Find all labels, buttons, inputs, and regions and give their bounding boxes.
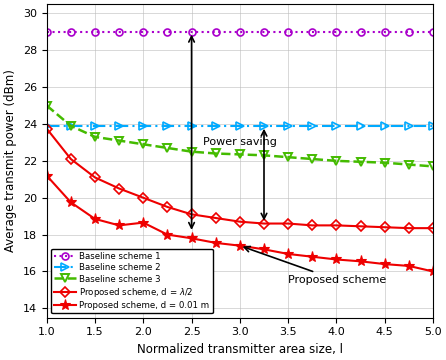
Baseline scheme 2 [382,124,388,128]
Baseline scheme 1 [310,30,315,34]
Baseline scheme 1 [189,30,194,34]
Proposed scheme, d = 0.01 m [140,220,146,225]
Baseline scheme 1 [261,30,267,34]
Proposed scheme, d = $\lambda$/2 [92,175,98,180]
Proposed scheme, d = 0.01 m [44,174,50,178]
Proposed scheme, d = $\lambda$/2 [237,220,243,224]
Line: Proposed scheme, d = $\lambda$/2: Proposed scheme, d = $\lambda$/2 [43,125,437,231]
Baseline scheme 3 [189,149,194,154]
Proposed scheme, d = $\lambda$/2 [382,225,388,229]
Baseline scheme 2 [44,124,50,128]
Proposed scheme, d = 0.01 m [237,243,243,248]
Baseline scheme 1 [44,30,50,34]
Baseline scheme 1 [165,30,170,34]
Baseline scheme 3 [382,161,388,165]
Baseline scheme 3 [116,139,122,143]
Proposed scheme, d = $\lambda$/2 [358,224,363,229]
Proposed scheme, d = 0.01 m [116,223,122,228]
Proposed scheme, d = 0.01 m [310,255,315,259]
Proposed scheme, d = $\lambda$/2 [285,221,291,226]
Baseline scheme 2 [165,124,170,128]
Proposed scheme, d = $\lambda$/2 [310,223,315,228]
X-axis label: Normalized transmitter area size, l: Normalized transmitter area size, l [137,343,343,356]
Line: Proposed scheme, d = 0.01 m: Proposed scheme, d = 0.01 m [41,170,438,277]
Baseline scheme 1 [140,30,146,34]
Baseline scheme 3 [285,155,291,159]
Baseline scheme 2 [92,124,98,128]
Baseline scheme 2 [140,124,146,128]
Proposed scheme, d = 0.01 m [92,217,98,221]
Baseline scheme 2 [358,124,363,128]
Proposed scheme, d = 0.01 m [334,257,339,262]
Y-axis label: Average transmit power (dBm): Average transmit power (dBm) [4,69,17,252]
Proposed scheme, d = 0.01 m [382,262,388,266]
Baseline scheme 2 [68,124,74,128]
Baseline scheme 1 [116,30,122,34]
Baseline scheme 2 [310,124,315,128]
Proposed scheme, d = $\lambda$/2 [213,216,219,220]
Proposed scheme, d = 0.01 m [261,247,267,252]
Baseline scheme 3 [165,146,170,150]
Text: Power saving: Power saving [203,138,277,148]
Baseline scheme 3 [334,159,339,163]
Baseline scheme 2 [116,124,122,128]
Baseline scheme 3 [261,153,267,157]
Proposed scheme, d = $\lambda$/2 [44,126,50,131]
Baseline scheme 1 [430,30,436,34]
Baseline scheme 3 [213,151,219,156]
Baseline scheme 2 [261,124,267,128]
Proposed scheme, d = $\lambda$/2 [68,157,74,161]
Baseline scheme 1 [382,30,388,34]
Baseline scheme 3 [140,142,146,147]
Baseline scheme 2 [189,124,194,128]
Baseline scheme 2 [430,124,436,128]
Proposed scheme, d = $\lambda$/2 [430,226,436,230]
Baseline scheme 1 [237,30,243,34]
Baseline scheme 3 [237,152,243,157]
Proposed scheme, d = 0.01 m [165,233,170,237]
Proposed scheme, d = 0.01 m [406,264,412,268]
Proposed scheme, d = $\lambda$/2 [189,212,194,216]
Baseline scheme 3 [68,124,74,128]
Proposed scheme, d = $\lambda$/2 [406,226,412,230]
Proposed scheme, d = 0.01 m [430,269,436,274]
Baseline scheme 2 [237,124,243,128]
Baseline scheme 1 [213,30,219,34]
Baseline scheme 1 [285,30,291,34]
Proposed scheme, d = 0.01 m [68,200,74,204]
Proposed scheme, d = $\lambda$/2 [116,186,122,191]
Baseline scheme 3 [92,135,98,139]
Baseline scheme 3 [406,162,412,167]
Baseline scheme 2 [285,124,291,128]
Baseline scheme 2 [213,124,219,128]
Line: Baseline scheme 1: Baseline scheme 1 [43,28,437,35]
Baseline scheme 3 [44,103,50,108]
Baseline scheme 3 [430,164,436,168]
Baseline scheme 1 [406,30,412,34]
Baseline scheme 1 [334,30,339,34]
Baseline scheme 1 [68,30,74,34]
Proposed scheme, d = $\lambda$/2 [165,205,170,209]
Proposed scheme, d = 0.01 m [285,252,291,256]
Proposed scheme, d = 0.01 m [358,259,363,264]
Proposed scheme, d = $\lambda$/2 [334,223,339,228]
Legend: Baseline scheme 1, Baseline scheme 2, Baseline scheme 3, Proposed scheme, d = $\: Baseline scheme 1, Baseline scheme 2, Ba… [51,249,213,313]
Baseline scheme 2 [406,124,412,128]
Text: Proposed scheme: Proposed scheme [244,247,386,285]
Baseline scheme 2 [334,124,339,128]
Line: Baseline scheme 2: Baseline scheme 2 [42,122,437,130]
Proposed scheme, d = 0.01 m [213,241,219,245]
Baseline scheme 3 [358,159,363,164]
Proposed scheme, d = $\lambda$/2 [261,221,267,226]
Line: Baseline scheme 3: Baseline scheme 3 [42,102,437,171]
Proposed scheme, d = $\lambda$/2 [140,195,146,200]
Proposed scheme, d = 0.01 m [189,236,194,240]
Baseline scheme 1 [358,30,363,34]
Baseline scheme 3 [310,157,315,161]
Baseline scheme 1 [92,30,98,34]
